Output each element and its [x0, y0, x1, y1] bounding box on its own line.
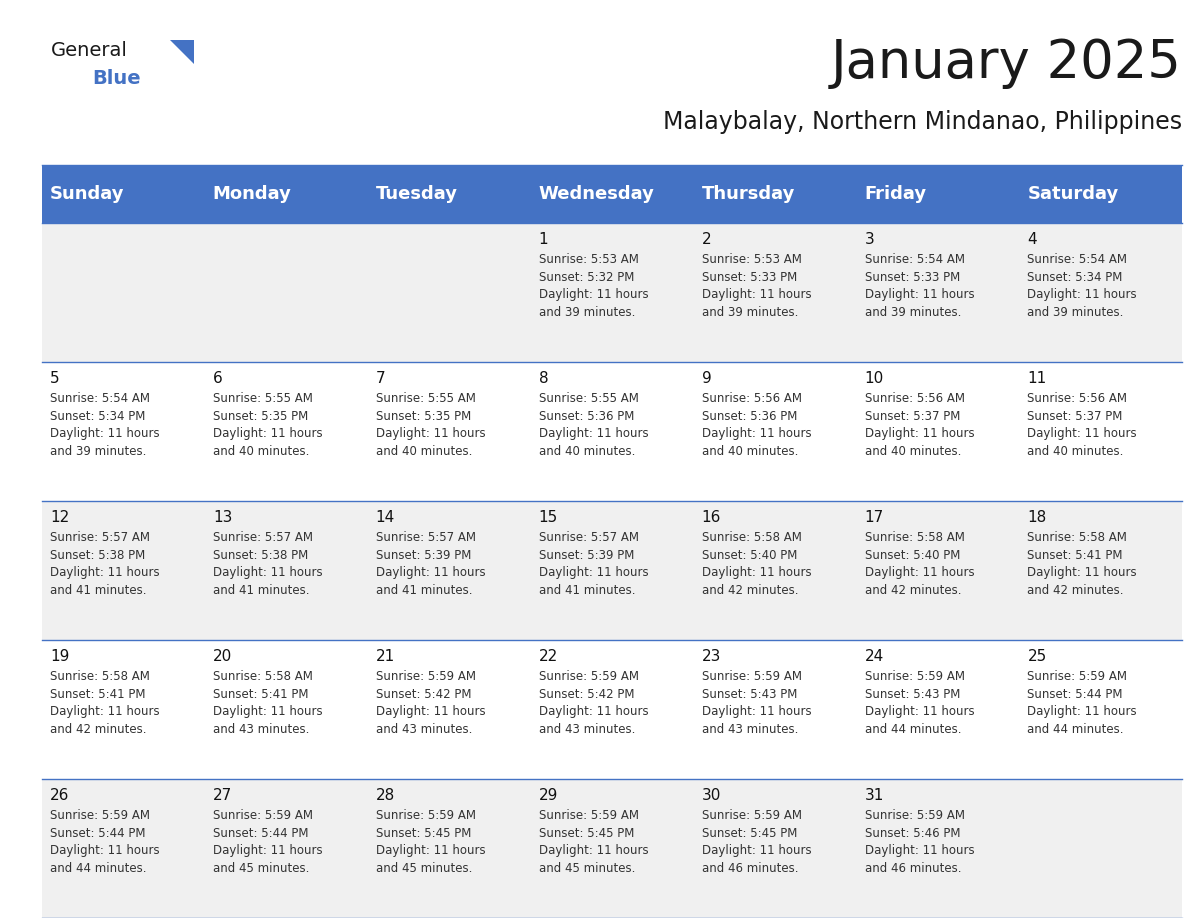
Bar	[42, 362, 1182, 501]
Text: 14: 14	[375, 510, 394, 525]
Text: 25: 25	[1028, 649, 1047, 665]
Text: Sunrise: 5:56 AM
Sunset: 5:37 PM
Daylight: 11 hours
and 40 minutes.: Sunrise: 5:56 AM Sunset: 5:37 PM Dayligh…	[1028, 392, 1137, 458]
Text: Thursday: Thursday	[702, 185, 795, 203]
Text: Sunrise: 5:54 AM
Sunset: 5:34 PM
Daylight: 11 hours
and 39 minutes.: Sunrise: 5:54 AM Sunset: 5:34 PM Dayligh…	[50, 392, 159, 458]
Text: 27: 27	[213, 789, 232, 803]
Text: 19: 19	[50, 649, 69, 665]
Text: Sunrise: 5:58 AM
Sunset: 5:40 PM
Daylight: 11 hours
and 42 minutes.: Sunrise: 5:58 AM Sunset: 5:40 PM Dayligh…	[702, 532, 811, 597]
Text: Sunrise: 5:54 AM
Sunset: 5:34 PM
Daylight: 11 hours
and 39 minutes.: Sunrise: 5:54 AM Sunset: 5:34 PM Dayligh…	[1028, 253, 1137, 319]
Text: Saturday: Saturday	[1028, 185, 1119, 203]
Text: Sunrise: 5:59 AM
Sunset: 5:44 PM
Daylight: 11 hours
and 45 minutes.: Sunrise: 5:59 AM Sunset: 5:44 PM Dayligh…	[213, 810, 322, 875]
Text: Sunrise: 5:58 AM
Sunset: 5:41 PM
Daylight: 11 hours
and 43 minutes.: Sunrise: 5:58 AM Sunset: 5:41 PM Dayligh…	[213, 670, 322, 736]
Bar	[42, 640, 1182, 779]
Text: Sunrise: 5:57 AM
Sunset: 5:39 PM
Daylight: 11 hours
and 41 minutes.: Sunrise: 5:57 AM Sunset: 5:39 PM Dayligh…	[375, 532, 486, 597]
Text: Monday: Monday	[213, 185, 292, 203]
Text: 13: 13	[213, 510, 232, 525]
Text: 15: 15	[538, 510, 558, 525]
Text: 26: 26	[50, 789, 69, 803]
Text: Sunrise: 5:54 AM
Sunset: 5:33 PM
Daylight: 11 hours
and 39 minutes.: Sunrise: 5:54 AM Sunset: 5:33 PM Dayligh…	[865, 253, 974, 319]
Text: 16: 16	[702, 510, 721, 525]
Text: Sunrise: 5:53 AM
Sunset: 5:33 PM
Daylight: 11 hours
and 39 minutes.: Sunrise: 5:53 AM Sunset: 5:33 PM Dayligh…	[702, 253, 811, 319]
Text: Sunrise: 5:56 AM
Sunset: 5:37 PM
Daylight: 11 hours
and 40 minutes.: Sunrise: 5:56 AM Sunset: 5:37 PM Dayligh…	[865, 392, 974, 458]
Text: 24: 24	[865, 649, 884, 665]
Text: 1: 1	[538, 232, 549, 247]
Text: 28: 28	[375, 789, 394, 803]
Text: 11: 11	[1028, 371, 1047, 386]
Text: January 2025: January 2025	[832, 37, 1182, 89]
Text: Blue: Blue	[93, 69, 141, 88]
Text: Sunrise: 5:59 AM
Sunset: 5:43 PM
Daylight: 11 hours
and 43 minutes.: Sunrise: 5:59 AM Sunset: 5:43 PM Dayligh…	[702, 670, 811, 736]
Text: 3: 3	[865, 232, 874, 247]
Text: Sunrise: 5:57 AM
Sunset: 5:38 PM
Daylight: 11 hours
and 41 minutes.: Sunrise: 5:57 AM Sunset: 5:38 PM Dayligh…	[50, 532, 159, 597]
Text: 9: 9	[702, 371, 712, 386]
Text: Sunrise: 5:55 AM
Sunset: 5:35 PM
Daylight: 11 hours
and 40 minutes.: Sunrise: 5:55 AM Sunset: 5:35 PM Dayligh…	[375, 392, 486, 458]
Text: Sunrise: 5:59 AM
Sunset: 5:42 PM
Daylight: 11 hours
and 43 minutes.: Sunrise: 5:59 AM Sunset: 5:42 PM Dayligh…	[375, 670, 486, 736]
Text: 7: 7	[375, 371, 385, 386]
Bar	[42, 779, 1182, 918]
Text: Sunday: Sunday	[50, 185, 125, 203]
Text: Sunrise: 5:58 AM
Sunset: 5:40 PM
Daylight: 11 hours
and 42 minutes.: Sunrise: 5:58 AM Sunset: 5:40 PM Dayligh…	[865, 532, 974, 597]
Text: Sunrise: 5:56 AM
Sunset: 5:36 PM
Daylight: 11 hours
and 40 minutes.: Sunrise: 5:56 AM Sunset: 5:36 PM Dayligh…	[702, 392, 811, 458]
Text: 29: 29	[538, 789, 558, 803]
Text: 21: 21	[375, 649, 394, 665]
Text: Sunrise: 5:59 AM
Sunset: 5:42 PM
Daylight: 11 hours
and 43 minutes.: Sunrise: 5:59 AM Sunset: 5:42 PM Dayligh…	[538, 670, 649, 736]
Text: 18: 18	[1028, 510, 1047, 525]
Bar	[42, 223, 1182, 362]
Text: Sunrise: 5:59 AM
Sunset: 5:46 PM
Daylight: 11 hours
and 46 minutes.: Sunrise: 5:59 AM Sunset: 5:46 PM Dayligh…	[865, 810, 974, 875]
Text: 5: 5	[50, 371, 59, 386]
Polygon shape	[170, 40, 194, 64]
Bar	[42, 165, 1182, 223]
Text: Friday: Friday	[865, 185, 927, 203]
Text: Sunrise: 5:58 AM
Sunset: 5:41 PM
Daylight: 11 hours
and 42 minutes.: Sunrise: 5:58 AM Sunset: 5:41 PM Dayligh…	[1028, 532, 1137, 597]
Text: Sunrise: 5:59 AM
Sunset: 5:45 PM
Daylight: 11 hours
and 45 minutes.: Sunrise: 5:59 AM Sunset: 5:45 PM Dayligh…	[538, 810, 649, 875]
Text: Tuesday: Tuesday	[375, 185, 457, 203]
Text: 23: 23	[702, 649, 721, 665]
Text: Sunrise: 5:53 AM
Sunset: 5:32 PM
Daylight: 11 hours
and 39 minutes.: Sunrise: 5:53 AM Sunset: 5:32 PM Dayligh…	[538, 253, 649, 319]
Text: 22: 22	[538, 649, 558, 665]
Text: 10: 10	[865, 371, 884, 386]
Text: 8: 8	[538, 371, 549, 386]
Text: Sunrise: 5:55 AM
Sunset: 5:36 PM
Daylight: 11 hours
and 40 minutes.: Sunrise: 5:55 AM Sunset: 5:36 PM Dayligh…	[538, 392, 649, 458]
Text: Sunrise: 5:57 AM
Sunset: 5:38 PM
Daylight: 11 hours
and 41 minutes.: Sunrise: 5:57 AM Sunset: 5:38 PM Dayligh…	[213, 532, 322, 597]
Text: 2: 2	[702, 232, 712, 247]
Text: Sunrise: 5:55 AM
Sunset: 5:35 PM
Daylight: 11 hours
and 40 minutes.: Sunrise: 5:55 AM Sunset: 5:35 PM Dayligh…	[213, 392, 322, 458]
Text: 12: 12	[50, 510, 69, 525]
Text: General: General	[51, 41, 128, 61]
Text: 20: 20	[213, 649, 232, 665]
Text: Sunrise: 5:59 AM
Sunset: 5:45 PM
Daylight: 11 hours
and 45 minutes.: Sunrise: 5:59 AM Sunset: 5:45 PM Dayligh…	[375, 810, 486, 875]
Text: Sunrise: 5:57 AM
Sunset: 5:39 PM
Daylight: 11 hours
and 41 minutes.: Sunrise: 5:57 AM Sunset: 5:39 PM Dayligh…	[538, 532, 649, 597]
Text: Wednesday: Wednesday	[538, 185, 655, 203]
Text: 17: 17	[865, 510, 884, 525]
Text: Malaybalay, Northern Mindanao, Philippines: Malaybalay, Northern Mindanao, Philippin…	[663, 110, 1182, 134]
Bar	[42, 501, 1182, 640]
Text: Sunrise: 5:59 AM
Sunset: 5:44 PM
Daylight: 11 hours
and 44 minutes.: Sunrise: 5:59 AM Sunset: 5:44 PM Dayligh…	[50, 810, 159, 875]
Text: 4: 4	[1028, 232, 1037, 247]
Text: 31: 31	[865, 789, 884, 803]
Text: 30: 30	[702, 789, 721, 803]
Text: Sunrise: 5:59 AM
Sunset: 5:45 PM
Daylight: 11 hours
and 46 minutes.: Sunrise: 5:59 AM Sunset: 5:45 PM Dayligh…	[702, 810, 811, 875]
Text: Sunrise: 5:59 AM
Sunset: 5:43 PM
Daylight: 11 hours
and 44 minutes.: Sunrise: 5:59 AM Sunset: 5:43 PM Dayligh…	[865, 670, 974, 736]
Text: Sunrise: 5:58 AM
Sunset: 5:41 PM
Daylight: 11 hours
and 42 minutes.: Sunrise: 5:58 AM Sunset: 5:41 PM Dayligh…	[50, 670, 159, 736]
Text: Sunrise: 5:59 AM
Sunset: 5:44 PM
Daylight: 11 hours
and 44 minutes.: Sunrise: 5:59 AM Sunset: 5:44 PM Dayligh…	[1028, 670, 1137, 736]
Text: 6: 6	[213, 371, 222, 386]
